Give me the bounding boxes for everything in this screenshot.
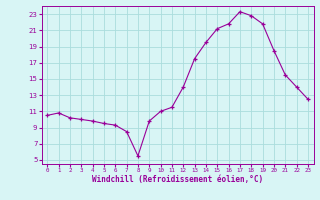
X-axis label: Windchill (Refroidissement éolien,°C): Windchill (Refroidissement éolien,°C): [92, 175, 263, 184]
